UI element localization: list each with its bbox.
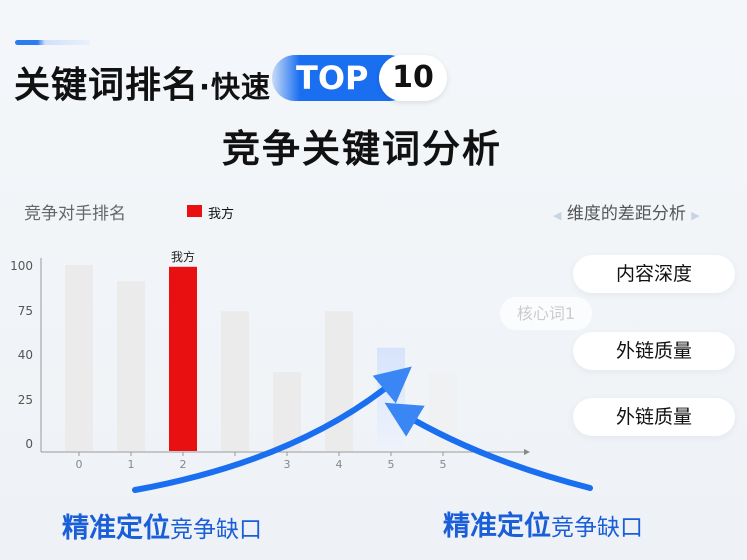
caption-normal: 竞争缺口 — [170, 517, 262, 543]
y-tick-label: 100 — [10, 259, 33, 273]
y-tick-label: 25 — [18, 393, 33, 407]
x-tick-label: 5 — [440, 458, 447, 471]
dimension-item[interactable]: 外链质量 — [573, 332, 735, 370]
keyword-tag: 核心词1 — [500, 297, 592, 330]
bar — [117, 281, 145, 451]
bar-highlight — [169, 266, 197, 451]
bar — [325, 311, 353, 451]
bottom-caption-left: 精准定位竞争缺口 — [62, 506, 262, 545]
bottom-caption-right: 精准定位竞争缺口 — [443, 504, 643, 543]
subtitle: 竞争关键词分析 — [222, 127, 503, 171]
top-number-badge: 10 — [379, 55, 447, 101]
y-tick-label: 0 — [25, 437, 33, 451]
bar — [377, 347, 405, 451]
legend-label: 我方 — [208, 207, 235, 222]
bar — [221, 311, 249, 451]
x-tick-label: 5 — [388, 458, 395, 471]
gap-analysis-label: 维度的差距分析 — [566, 204, 686, 224]
x-tick-label: 4 — [336, 458, 343, 471]
x-axis-arrow-icon — [524, 449, 530, 455]
accent-bar — [15, 40, 90, 45]
bar-data-label: 我方 — [171, 249, 195, 264]
title-main: 关键词排名 — [14, 65, 200, 106]
x-tick-label: 0 — [76, 458, 83, 471]
x-tick-label: 3 — [284, 458, 291, 471]
dimension-item[interactable]: 内容深度 — [573, 255, 735, 293]
x-tick-label: 2 — [180, 458, 187, 471]
arrow-right-curve — [384, 402, 593, 491]
dimension-item[interactable]: 外链质量 — [573, 398, 735, 436]
bar — [273, 372, 301, 451]
competitor-rank-label: 竞争对手排名 — [24, 204, 126, 224]
legend-swatch — [187, 205, 202, 217]
caption-normal: 竞争缺口 — [551, 515, 643, 541]
page-title: 关键词排名·快速 — [14, 56, 271, 108]
caption-bold: 精准定位 — [443, 511, 551, 542]
bar — [65, 265, 93, 451]
left-arrow-icon[interactable]: ◀ — [553, 209, 562, 222]
y-tick-label: 75 — [18, 304, 33, 318]
arrow-left-curve — [132, 366, 412, 493]
y-tick-label: 40 — [18, 348, 33, 362]
caption-bold: 精准定位 — [62, 513, 170, 544]
title-sep: ·快速 — [199, 70, 272, 104]
x-tick-label: 1 — [128, 458, 135, 471]
right-arrow-icon[interactable]: ▶ — [691, 209, 700, 222]
